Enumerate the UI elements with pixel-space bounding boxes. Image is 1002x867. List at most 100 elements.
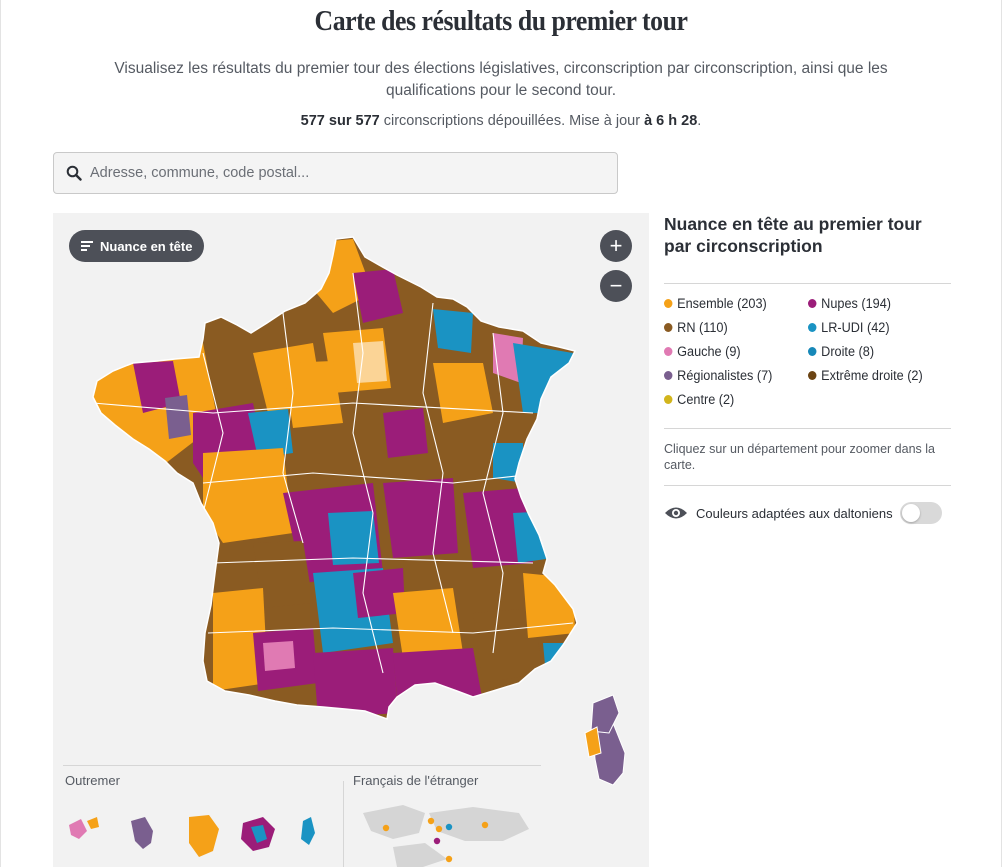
eye-icon <box>665 507 687 519</box>
map-borders <box>93 272 574 674</box>
france-outline <box>92 236 578 721</box>
map-region[interactable] <box>253 541 313 608</box>
corse-south[interactable] <box>592 722 626 786</box>
legend-dot <box>664 395 673 404</box>
guadeloupe-map-east[interactable] <box>87 817 99 829</box>
legend-title: Nuance en tête au premier tour par circo… <box>664 214 922 256</box>
total-count: 577 <box>355 113 380 129</box>
legend-dot <box>808 299 817 308</box>
legend-item-centre: Centre (2) <box>664 392 734 407</box>
guyane-map[interactable] <box>189 815 219 857</box>
world-map[interactable] <box>363 805 529 867</box>
map-region[interactable] <box>248 409 293 458</box>
sur-word: sur <box>328 113 352 129</box>
map-region[interactable] <box>383 478 458 558</box>
etranger-point[interactable] <box>435 825 443 833</box>
legend-item-nupes: Nupes (194) <box>808 296 891 311</box>
legend-label: Nupes (194) <box>821 296 891 311</box>
legend-item-gauche: Gauche (9) <box>664 344 741 359</box>
legend-dot <box>808 323 817 332</box>
legend-dot <box>808 347 817 356</box>
etranger-point[interactable] <box>445 823 453 831</box>
outremer-label: Outremer <box>65 773 120 788</box>
map-region[interactable] <box>353 341 387 383</box>
legend-label: Droite (8) <box>821 344 875 359</box>
mayotte-map[interactable] <box>301 817 315 845</box>
corse-north[interactable] <box>590 694 620 734</box>
zoom-hint: Cliquez sur un département pour zoomer d… <box>664 442 935 472</box>
map-region[interactable] <box>263 641 295 671</box>
page-title: Carte des résultats du premier tour <box>314 6 688 37</box>
map-panel[interactable]: Nuance en tête + − Outremer Français de … <box>53 213 649 867</box>
legend-item-lr-udi: LR-UDI (42) <box>808 320 890 335</box>
page-subtitle: Visualisez les résultats du premier tour… <box>114 60 888 99</box>
map-region[interactable] <box>433 363 493 423</box>
map-region[interactable] <box>203 448 293 543</box>
etranger-point[interactable] <box>427 817 435 825</box>
legend-item-regionalistes: Régionalistes (7) <box>664 368 772 383</box>
etranger-point[interactable] <box>481 821 489 829</box>
filter-button-label: Nuance en tête <box>100 238 193 254</box>
map-region[interactable] <box>165 395 191 439</box>
legend-label: Régionalistes (7) <box>677 368 773 383</box>
map-region[interactable] <box>313 648 398 718</box>
legend-item-rn: RN (110) <box>664 320 728 335</box>
legend-label: Gauche (9) <box>677 344 741 359</box>
corse-west[interactable] <box>584 726 602 758</box>
search-box[interactable] <box>53 152 618 194</box>
map-region[interactable] <box>513 343 573 413</box>
filter-button[interactable]: Nuance en tête <box>69 230 205 262</box>
map-region[interactable] <box>523 573 575 638</box>
legend-item-extreme-droite: Extrême droite (2) <box>808 368 923 383</box>
map-region[interactable] <box>433 309 473 353</box>
legend-label: LR-UDI (42) <box>821 320 890 335</box>
reunion-map-inner[interactable] <box>251 825 267 843</box>
martinique-map[interactable] <box>131 817 153 849</box>
legend-label: RN (110) <box>677 320 728 335</box>
etranger-point[interactable] <box>445 855 453 863</box>
etranger-label: Français de l'étranger <box>353 773 479 788</box>
map-region[interactable] <box>283 361 343 428</box>
search-input[interactable] <box>90 165 590 181</box>
colorblind-setting: Couleurs adaptées aux daltoniens <box>664 501 951 525</box>
toggle-knob <box>902 504 920 522</box>
legend-divider <box>664 283 951 284</box>
update-label: Mise à jour <box>569 113 641 129</box>
map-region[interactable] <box>393 588 463 658</box>
map-region[interactable] <box>213 588 268 691</box>
map-region[interactable] <box>493 443 523 483</box>
map-region[interactable] <box>328 511 379 565</box>
map-region[interactable] <box>513 511 553 563</box>
map-divider <box>63 765 541 766</box>
legend-panel: Nuance en tête au premier tour par circo… <box>664 213 951 524</box>
legend-dot <box>664 323 673 332</box>
world-continents <box>363 805 529 867</box>
legend-dot <box>664 347 673 356</box>
zoom-out-button[interactable]: − <box>600 270 632 302</box>
france-map[interactable] <box>53 213 649 867</box>
legend-divider <box>664 485 951 486</box>
legend-item-droite: Droite (8) <box>808 344 874 359</box>
etranger-point[interactable] <box>433 837 441 845</box>
colorblind-label: Couleurs adaptées aux daltoniens <box>696 505 893 521</box>
frame-border-left <box>0 0 1 867</box>
etranger-point[interactable] <box>382 824 390 832</box>
map-region[interactable] <box>383 408 428 458</box>
map-region[interactable] <box>353 269 403 323</box>
legend-dot <box>808 371 817 380</box>
colorblind-toggle[interactable] <box>900 502 942 524</box>
zoom-in-button[interactable]: + <box>600 230 632 262</box>
search-icon <box>66 165 82 181</box>
map-region[interactable] <box>463 488 533 568</box>
update-time: à 6 h 28 <box>644 113 698 129</box>
legend-dot <box>664 371 673 380</box>
corse[interactable] <box>584 694 626 786</box>
map-region[interactable] <box>473 608 543 683</box>
guadeloupe-map[interactable] <box>69 819 87 839</box>
legend-item-ensemble: Ensemble (203) <box>664 296 767 311</box>
counted-count: 577 <box>300 113 325 129</box>
outremer-maps[interactable] <box>69 815 315 857</box>
map-region[interactable] <box>393 648 483 708</box>
metropole-circonscriptions[interactable] <box>53 213 649 773</box>
legend-label: Extrême droite (2) <box>821 368 923 383</box>
